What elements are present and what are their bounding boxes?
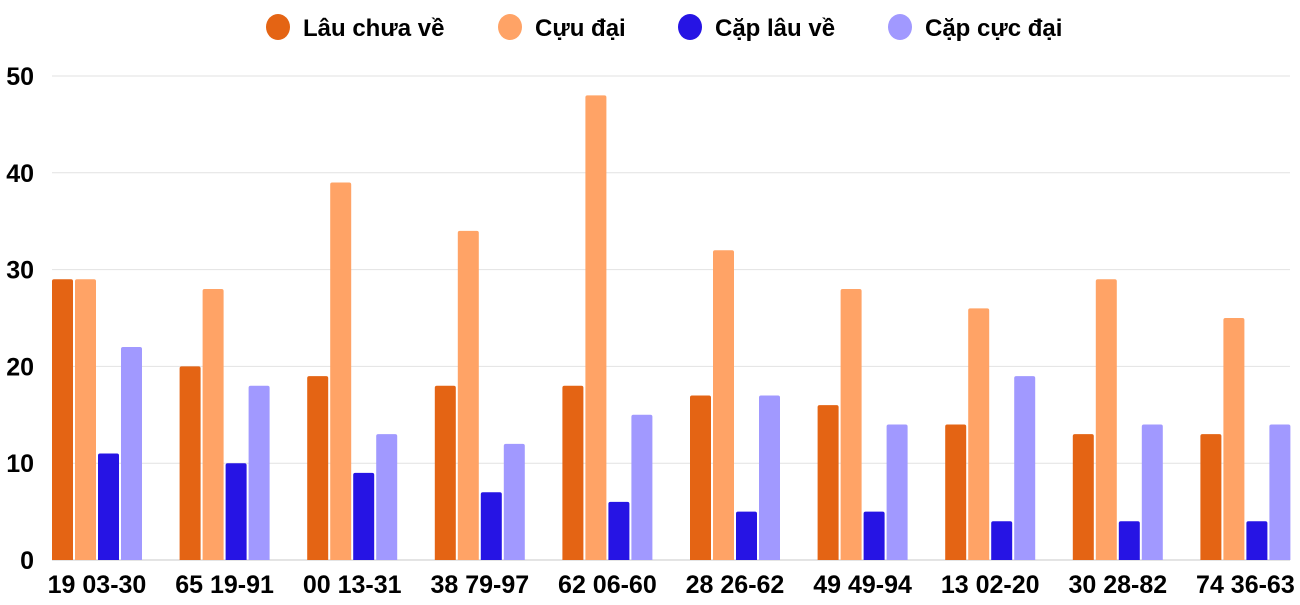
bar-2-3: [330, 182, 352, 561]
x-axis: 19 03-30 65 19-91 00 13-31 38 79-97 62 06-60…: [48, 571, 1295, 599]
bar-1-8: [945, 424, 967, 560]
bar-4-4: [503, 443, 525, 560]
bar-3-4: [480, 492, 502, 560]
y-axis: 0 10 20 30 40 50: [6, 63, 34, 575]
x-tick-label: 28 26-62: [686, 571, 785, 599]
legend-label: Cựu đại: [535, 15, 626, 42]
bar-2-4: [457, 230, 479, 560]
bar-1-3: [307, 376, 329, 560]
legend-swatch: [678, 14, 702, 40]
bar-2-8: [968, 308, 990, 560]
bar-3-8: [991, 521, 1013, 560]
bar-4-3: [376, 434, 398, 560]
x-tick-label: 13 02-20: [941, 571, 1040, 599]
bar-4-2: [248, 385, 270, 560]
bar-3-10: [1246, 521, 1268, 560]
bars: [52, 95, 1291, 561]
legend-swatch: [498, 14, 522, 40]
bar-2-10: [1223, 318, 1245, 560]
y-tick-label: 10: [6, 450, 34, 478]
bar-2-7: [840, 288, 862, 560]
bar-3-6: [736, 511, 757, 560]
bar-3-2: [225, 463, 247, 560]
bar-2-1: [75, 279, 96, 560]
bar-2-6: [713, 250, 734, 561]
bar-3-7: [863, 511, 885, 560]
bar-2-5: [585, 95, 607, 561]
x-tick-label: 19 03-30: [48, 571, 147, 599]
legend: Lâu chưa về Cựu đại Cặp lâu về Cặp cực đại: [266, 14, 1062, 42]
bar-1-4: [434, 385, 456, 560]
bar-3-9: [1118, 521, 1140, 560]
x-tick-label: 30 28-82: [1068, 571, 1167, 599]
bar-2-9: [1095, 279, 1117, 560]
bar-1-10: [1200, 434, 1222, 560]
y-tick-label: 0: [20, 547, 34, 575]
x-tick-label: 62 06-60: [558, 571, 657, 599]
bar-1-1: [52, 279, 73, 560]
y-tick-label: 30: [6, 257, 34, 285]
legend-label: Cặp cực đại: [925, 15, 1062, 42]
bar-3-3: [353, 472, 375, 560]
bar-3-5: [608, 501, 630, 560]
legend-item-3[interactable]: Cặp lâu về: [678, 14, 835, 42]
bar-2-2: [202, 288, 224, 560]
legend-item-2[interactable]: Cựu đại: [498, 14, 626, 42]
bar-1-2: [179, 366, 201, 560]
legend-item-4[interactable]: Cặp cực đại: [888, 14, 1062, 42]
bar-4-7: [886, 424, 908, 560]
x-tick-label: 00 13-31: [303, 571, 402, 599]
y-tick-label: 40: [6, 160, 34, 188]
bar-4-10: [1269, 424, 1291, 560]
bar-1-7: [817, 405, 839, 560]
bar-4-5: [631, 414, 653, 560]
legend-swatch: [888, 14, 912, 40]
legend-label: Lâu chưa về: [303, 15, 444, 42]
x-tick-label: 74 36-63: [1196, 571, 1295, 599]
bar-4-1: [121, 347, 142, 560]
bar-1-5: [562, 385, 584, 560]
y-tick-label: 20: [6, 353, 34, 381]
legend-item-1[interactable]: Lâu chưa về: [266, 14, 444, 42]
bar-1-6: [690, 395, 711, 560]
bar-1-9: [1072, 434, 1094, 560]
x-tick-label: 38 79-97: [430, 571, 529, 599]
bar-3-1: [98, 453, 119, 560]
bar-4-6: [759, 395, 780, 560]
x-tick-label: 49 49-94: [813, 571, 912, 599]
x-tick-label: 65 19-91: [175, 571, 274, 599]
legend-label: Cặp lâu về: [715, 15, 835, 42]
legend-swatch: [266, 14, 290, 40]
bar-4-9: [1141, 424, 1163, 560]
bar-4-8: [1014, 376, 1036, 560]
y-tick-label: 50: [6, 63, 34, 91]
